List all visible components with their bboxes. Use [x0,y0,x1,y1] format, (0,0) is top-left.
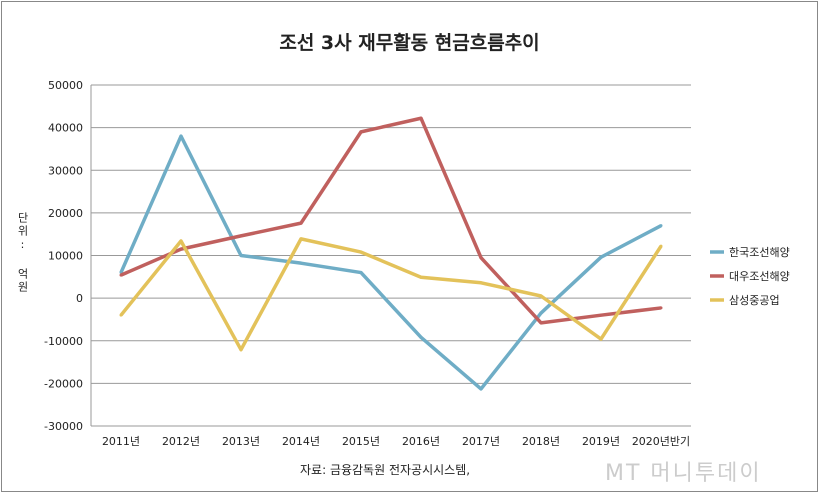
source-note: 자료: 금융감독원 전자공시시스템, [300,463,471,477]
data-point [119,313,123,317]
data-point [239,348,243,352]
y-tick-label: 10000 [48,250,83,263]
x-tick-label: 2016년 [402,435,440,448]
y-tick-label: -10000 [44,335,83,348]
x-tick-label: 2011년 [102,435,140,448]
legend-label: 한국조선해양 [729,245,790,259]
data-point [359,250,363,254]
data-point [599,337,603,341]
data-point [239,234,243,238]
y-tick-label: 0 [76,292,83,305]
data-point [539,321,543,325]
data-point [239,254,243,257]
y-tick-label: -30000 [44,420,83,433]
x-tick-label: 2019년 [582,435,620,448]
data-point [539,294,543,298]
y-axis-label: 단위: 억원 [16,212,29,294]
data-point [659,224,663,228]
series-line-2 [119,237,663,352]
data-point [299,237,303,241]
chart-title: 조선 3사 재무활동 현금흐름추이 [279,32,540,54]
data-point [359,130,363,134]
data-point [419,116,423,120]
series-line-1 [120,116,662,325]
y-tick-label: 30000 [48,164,83,177]
y-tick-label: 50000 [48,79,83,92]
data-point [479,387,483,391]
data-point [479,281,483,285]
series-line-0 [119,134,662,391]
data-point [479,256,483,260]
legend-label: 삼성중공업 [729,294,780,307]
data-point [599,313,603,317]
data-point [179,239,183,243]
data-point [659,244,663,248]
y-tick-label: -20000 [44,377,83,390]
legend-label: 대우조선해양 [729,269,790,283]
data-point [119,273,123,277]
data-point [539,311,543,315]
data-point [419,335,423,339]
data-point [179,134,183,138]
x-tick-label: 2018년 [522,435,560,448]
data-point [179,247,183,251]
data-point [659,306,663,310]
x-tick-label: 2012년 [162,435,200,448]
data-point [419,275,423,279]
y-tick-label: 40000 [48,122,83,135]
data-point [299,261,303,265]
x-tick-label: 2014년 [282,435,320,448]
y-tick-label: 20000 [48,207,83,220]
data-point [359,271,363,275]
x-tick-label: 2015년 [342,435,380,448]
x-tick-label: 2013년 [222,435,260,448]
watermark-logo: MT 머니투데이 [605,461,762,486]
x-tick-label: 2020년반기 [632,435,690,448]
data-point [299,221,303,225]
data-point [599,255,603,259]
x-tick-label: 2017년 [462,435,500,448]
